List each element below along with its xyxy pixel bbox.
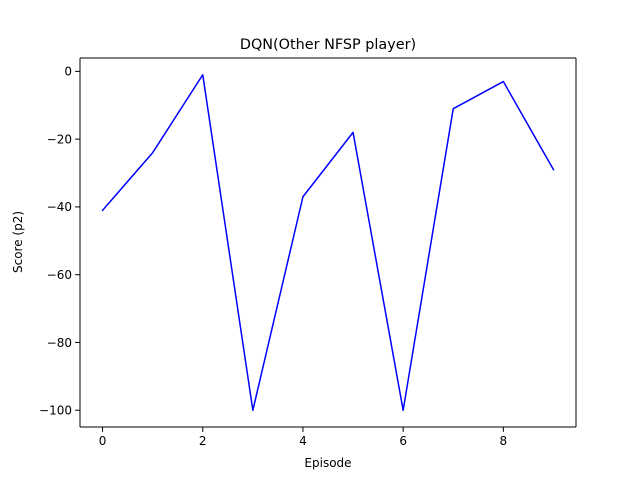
x-tick-label: 6: [399, 434, 407, 448]
series-line-0: [101, 74, 555, 411]
chart-title: DQN(Other NFSP player): [240, 37, 416, 53]
plot-frame: [79, 57, 577, 428]
x-tick-label: 4: [299, 434, 307, 448]
y-axis-label: Score (p2): [11, 211, 25, 273]
plot-area: [80, 58, 576, 427]
x-tick-label: 2: [199, 434, 207, 448]
y-tick-label: −20: [47, 132, 72, 146]
series-layer: [101, 74, 555, 411]
y-tick-label: −60: [47, 268, 72, 282]
y-axis-ticks: 0 −20 −40 −60 −80 −100: [39, 65, 80, 418]
y-tick-label: 0: [64, 65, 72, 79]
y-tick-label: −100: [39, 404, 72, 418]
x-axis-ticks: 0 2 4 6 8: [99, 427, 507, 448]
y-tick-label: −40: [47, 200, 72, 214]
x-axis-label: Episode: [304, 456, 351, 470]
x-tick-label: 8: [500, 434, 508, 448]
y-tick-label: −80: [47, 336, 72, 350]
x-tick-label: 0: [99, 434, 107, 448]
